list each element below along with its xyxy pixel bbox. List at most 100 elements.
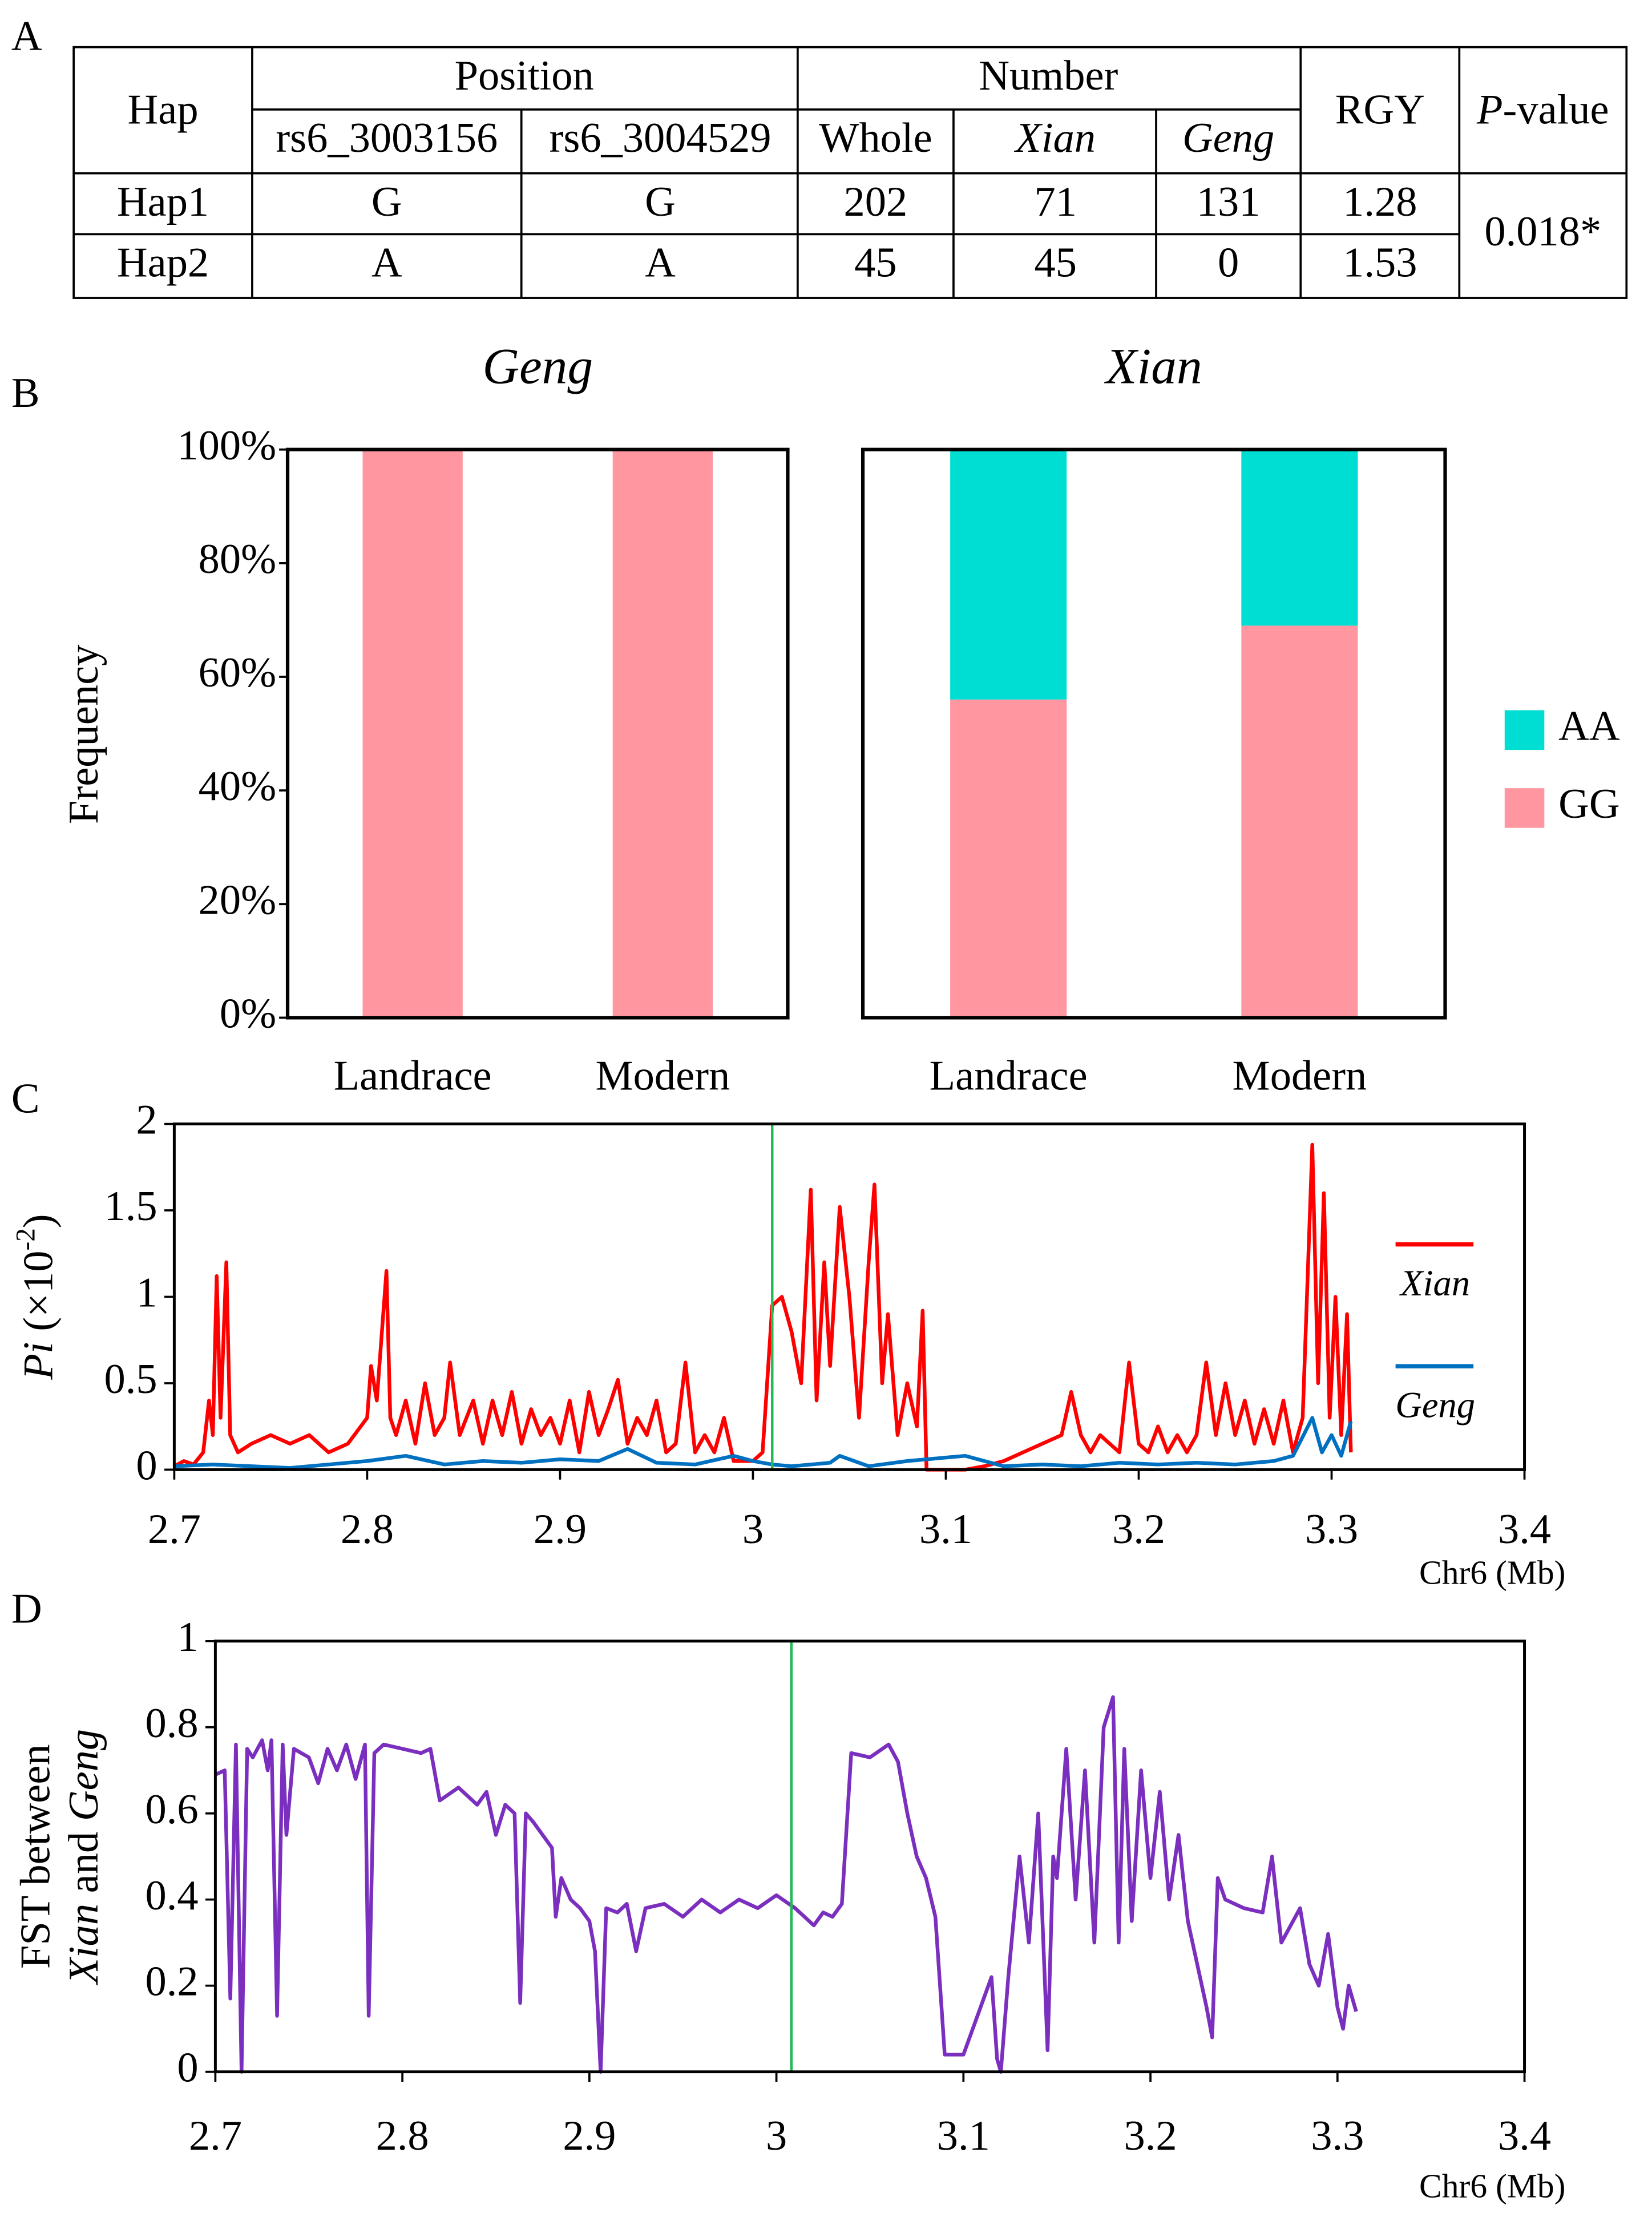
y-label-part: Geng [60, 1729, 107, 1821]
table-cell: Hap2 [117, 240, 209, 286]
y-axis-label: Frequency [60, 645, 107, 824]
y-tick-label: 0.5 [104, 1356, 157, 1403]
legend-swatch [1504, 710, 1545, 750]
x-tick-label: Modern [1233, 1053, 1367, 1100]
y-tick-label: 40% [199, 763, 277, 810]
panel-label: D [11, 1585, 42, 1632]
y-tick-label: 0.4 [146, 1872, 199, 1919]
bar-segment [1241, 625, 1358, 1018]
y-label-part: and [60, 1821, 107, 1904]
data-line [174, 1142, 1353, 1472]
x-tick-label: 3.1 [937, 2113, 990, 2159]
table-cell: A [645, 240, 676, 286]
x-tick-label: 3 [742, 1506, 764, 1553]
table-cell: 0 [1218, 240, 1239, 286]
subheader-cell: Xian [1013, 115, 1096, 161]
table-cell: 0.018* [1484, 208, 1601, 255]
panel-label: B [11, 370, 40, 417]
x-tick-label: 2.9 [563, 2113, 616, 2159]
header-cell: P-value [1476, 86, 1609, 133]
header-cell: Position [455, 53, 594, 99]
table-cell: A [371, 240, 402, 286]
table-cell: 202 [844, 179, 908, 225]
y-tick-label: 0.8 [146, 1700, 199, 1747]
header-cell: Hap [127, 86, 198, 133]
y-label-part: Pi [15, 1342, 62, 1380]
y-tick-label: 1.5 [104, 1183, 157, 1230]
x-tick-label: 3.3 [1311, 2113, 1364, 2159]
y-tick-label: 1 [177, 1614, 198, 1661]
bar-segment [362, 449, 463, 1018]
x-tick-label: 2.8 [341, 1506, 394, 1553]
x-tick-label: 3.2 [1112, 1506, 1165, 1553]
y-tick-label: 60% [199, 649, 277, 696]
plot-frame [861, 447, 1447, 1020]
y-tick-label: 20% [199, 877, 277, 923]
header-cell: Number [979, 53, 1118, 99]
data-line [174, 1416, 1353, 1470]
x-tick-label: 3 [766, 2113, 787, 2159]
plot-frame [213, 1639, 1526, 2074]
legend-label: GG [1558, 781, 1620, 827]
panel-label: C [11, 1075, 40, 1122]
x-tick-label: 3.1 [919, 1506, 972, 1553]
x-tick-label: 2.7 [189, 2113, 242, 2159]
subheader-cell: Whole [819, 115, 932, 161]
y-tick-label: 100% [177, 422, 276, 469]
legend-label: Xian [1399, 1262, 1470, 1303]
subheader-cell: rs6_3004529 [550, 115, 772, 161]
x-tick-label: Landrace [334, 1053, 492, 1100]
x-axis-label: Chr6 (Mb) [1419, 1553, 1566, 1591]
x-tick-label: Landrace [930, 1053, 1088, 1100]
data-line [215, 1695, 1358, 2074]
x-tick-label: 3.3 [1305, 1506, 1358, 1553]
table-cell: G [371, 179, 402, 225]
table-cell: 71 [1034, 179, 1076, 225]
y-tick-label: 0% [220, 990, 276, 1037]
panel-title: Geng [482, 338, 593, 395]
subheader-cell: Geng [1182, 115, 1274, 161]
x-tick-label: Modern [595, 1053, 730, 1100]
y-tick-label: 0.6 [146, 1786, 199, 1833]
y-label-part: Xian [60, 1904, 107, 1986]
y-tick-label: 0.2 [146, 1958, 199, 2005]
table-cell: 131 [1197, 179, 1261, 225]
x-tick-label: 2.9 [534, 1506, 587, 1553]
header-cell: RGY [1335, 86, 1425, 133]
y-axis-label: Pi (×10-2) [11, 1214, 62, 1380]
subheader-cell: rs6_3003156 [276, 115, 498, 161]
y-label-part: (×10 [15, 1251, 62, 1342]
table-body: Hap1 G G 202 71 131 1.28 Hap2 A A 45 45 0 1.53 [117, 179, 1417, 286]
x-axis-label: Chr6 (Mb) [1419, 2167, 1566, 2204]
table-cell: 1.28 [1343, 179, 1417, 225]
table-cell: G [645, 179, 676, 225]
table-cell: Hap1 [117, 179, 209, 225]
x-tick-label: 2.8 [376, 2113, 429, 2159]
table-cell: 45 [854, 240, 896, 286]
legend-label: Geng [1395, 1384, 1475, 1425]
x-tick-label: 3.4 [1498, 1506, 1551, 1553]
y-label-part: -2 [11, 1228, 41, 1250]
y-tick-label: 2 [136, 1097, 157, 1144]
bar-segment [950, 699, 1067, 1018]
legend-swatch [1504, 788, 1545, 828]
y-label-part: ) [15, 1214, 62, 1228]
y-axis-label: Xian and Geng [60, 1729, 107, 1986]
panel-labels: A B C D [11, 13, 42, 1632]
x-tick-label: 3.4 [1498, 2113, 1551, 2159]
panel-label: A [11, 13, 42, 59]
plot-frame [285, 447, 790, 1020]
x-tick-label: 2.7 [148, 1506, 201, 1553]
bar-segment [612, 449, 713, 1018]
legend-label: AA [1558, 702, 1620, 749]
header-part: P [1476, 86, 1503, 133]
bar-segment [950, 449, 1067, 700]
haplotype-table: Hap Position Number RGY P-value rs6_3003… [72, 46, 1628, 299]
y-axis-label: FST between [13, 1744, 59, 1969]
y-tick-label: 0 [177, 2045, 198, 2091]
x-tick-label: 3.2 [1124, 2113, 1177, 2159]
y-tick-label: 0 [136, 1442, 157, 1489]
bar-segment [1241, 449, 1358, 626]
